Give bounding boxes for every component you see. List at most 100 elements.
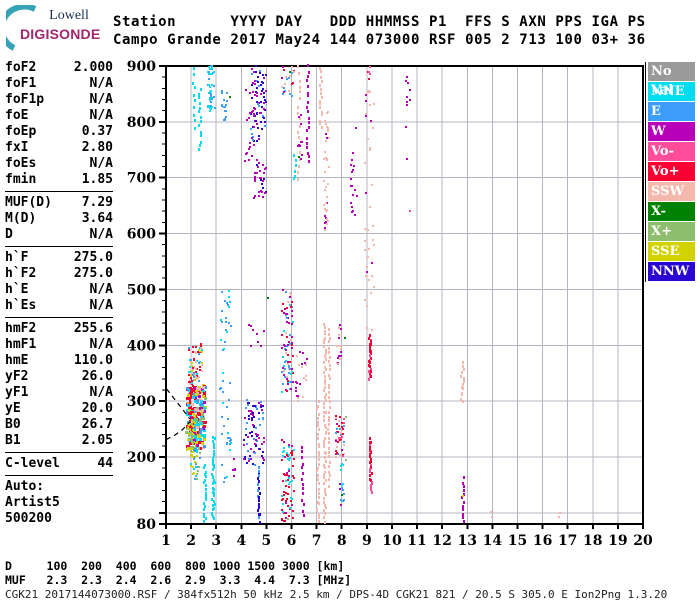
param-row-foe: foE N/A bbox=[5, 108, 113, 124]
param-label: hmF1 bbox=[5, 337, 37, 352]
svg-text:9: 9 bbox=[362, 533, 372, 549]
svg-text:4: 4 bbox=[236, 533, 246, 549]
echo-cluster-45 bbox=[558, 512, 561, 518]
param-value: 1.85 bbox=[81, 172, 113, 187]
logo-digisonde-text: DIGISONDE bbox=[20, 26, 101, 42]
panel-divider bbox=[5, 317, 113, 318]
panel-divider bbox=[5, 191, 113, 192]
panel-divider bbox=[5, 452, 113, 453]
svg-text:2: 2 bbox=[186, 533, 196, 549]
muf-row: MUF 2.3 2.3 2.4 2.6 2.9 3.3 4.4 7.3 [MHz… bbox=[5, 573, 352, 587]
echo-cluster-14 bbox=[364, 90, 375, 331]
param-row-mufd: MUF(D) 7.29 bbox=[5, 195, 113, 211]
param-value: 255.6 bbox=[73, 321, 113, 336]
echo-cluster-38 bbox=[335, 415, 345, 458]
param-value: 26.7 bbox=[81, 417, 113, 432]
param-row-hf: h`F 275.0 bbox=[5, 250, 113, 266]
param-row-ye: yE 20.0 bbox=[5, 401, 113, 417]
echo-cluster-40 bbox=[368, 334, 372, 381]
echo-cluster-8 bbox=[297, 114, 303, 160]
echo-cluster-52 bbox=[267, 297, 269, 299]
param-label: fxI bbox=[5, 140, 29, 155]
param-row-fmin: fmin 1.85 bbox=[5, 172, 113, 188]
svg-text:1: 1 bbox=[161, 533, 171, 549]
panel-divider bbox=[5, 475, 113, 476]
param-value: 2.05 bbox=[81, 433, 113, 448]
param-row-fof1: foF1 N/A bbox=[5, 76, 113, 92]
param-row-hes: h`Es N/A bbox=[5, 298, 113, 314]
svg-text:200: 200 bbox=[127, 450, 156, 466]
echo-cluster-32 bbox=[295, 351, 308, 402]
param-label: hmE bbox=[5, 353, 29, 368]
param-value: 275.0 bbox=[73, 266, 113, 281]
param-row-hmf1: hmF1 N/A bbox=[5, 337, 113, 353]
param-row-d: D N/A bbox=[5, 227, 113, 243]
echo-cluster-13 bbox=[253, 159, 267, 199]
svg-text:17: 17 bbox=[558, 533, 577, 549]
svg-text:7: 7 bbox=[312, 533, 322, 549]
svg-text:300: 300 bbox=[127, 394, 156, 410]
svg-text:700: 700 bbox=[127, 171, 156, 187]
echo-cluster-0 bbox=[198, 88, 202, 151]
param-label: C-level bbox=[5, 456, 60, 471]
param-label: h`E bbox=[5, 282, 29, 297]
svg-text:12: 12 bbox=[432, 533, 451, 549]
param-value: N/A bbox=[89, 298, 113, 313]
echo-cluster-10 bbox=[306, 64, 310, 163]
param-label: yE bbox=[5, 401, 21, 416]
legend-item-x-: X- bbox=[648, 202, 695, 221]
param-value: N/A bbox=[89, 282, 113, 297]
echo-cluster-49 bbox=[289, 71, 291, 73]
svg-text:900: 900 bbox=[127, 59, 156, 75]
panel-divider bbox=[5, 246, 113, 247]
param-value: 0.37 bbox=[81, 124, 113, 139]
legend-item-e: E bbox=[648, 102, 695, 121]
param-label: h`Es bbox=[5, 298, 37, 313]
echo-cluster-16 bbox=[350, 127, 358, 216]
legend-divider-line bbox=[645, 62, 646, 282]
profile-curve bbox=[165, 388, 191, 441]
echo-cluster-54 bbox=[345, 416, 347, 418]
param-label: fmin bbox=[5, 172, 37, 187]
param-label: h`F2 bbox=[5, 266, 37, 281]
file-info-footer: CGK21_2017144073000.RSF / 384fx512h 50 k… bbox=[5, 588, 668, 600]
echo-cluster-44 bbox=[490, 511, 493, 518]
echo-cluster-43 bbox=[461, 476, 465, 523]
echo-cluster-55 bbox=[196, 478, 198, 480]
param-value: N/A bbox=[89, 337, 113, 352]
echo-cluster-58 bbox=[462, 495, 464, 497]
param-value: N/A bbox=[89, 92, 113, 107]
echo-cluster-2 bbox=[192, 67, 196, 130]
svg-text:19: 19 bbox=[608, 533, 627, 549]
echo-cluster-22 bbox=[188, 343, 203, 385]
svg-text:3: 3 bbox=[211, 533, 221, 549]
svg-text:800: 800 bbox=[127, 115, 156, 131]
param-value: 26.0 bbox=[81, 369, 113, 384]
param-label: M(D) bbox=[5, 211, 37, 226]
param-label: hmF2 bbox=[5, 321, 37, 336]
autoscaling-info-line: Auto: bbox=[5, 479, 45, 494]
legend-item-sse: SSE bbox=[648, 242, 695, 261]
echo-cluster-15 bbox=[367, 66, 371, 80]
param-value: 3.64 bbox=[81, 211, 113, 226]
param-value: N/A bbox=[89, 385, 113, 400]
legend-item-nnw: NNW bbox=[648, 262, 695, 281]
echo-cluster-7 bbox=[297, 65, 301, 181]
lowell-digisonde-logo: Lowell DIGISONDE bbox=[6, 5, 110, 51]
echo-cluster-35 bbox=[323, 323, 327, 524]
param-value: 20.0 bbox=[81, 401, 113, 416]
echo-cluster-18 bbox=[409, 210, 411, 212]
echo-cluster-6 bbox=[281, 66, 295, 97]
echo-cluster-37 bbox=[336, 324, 342, 365]
legend-item-x+: X+ bbox=[648, 222, 695, 241]
echo-cluster-28 bbox=[257, 466, 261, 524]
echo-cluster-48 bbox=[229, 96, 231, 98]
svg-text:80: 80 bbox=[137, 517, 157, 533]
echo-cluster-26 bbox=[219, 290, 232, 483]
param-value: N/A bbox=[89, 227, 113, 242]
echo-cluster-1 bbox=[207, 65, 216, 112]
echo-cluster-56 bbox=[345, 459, 347, 461]
